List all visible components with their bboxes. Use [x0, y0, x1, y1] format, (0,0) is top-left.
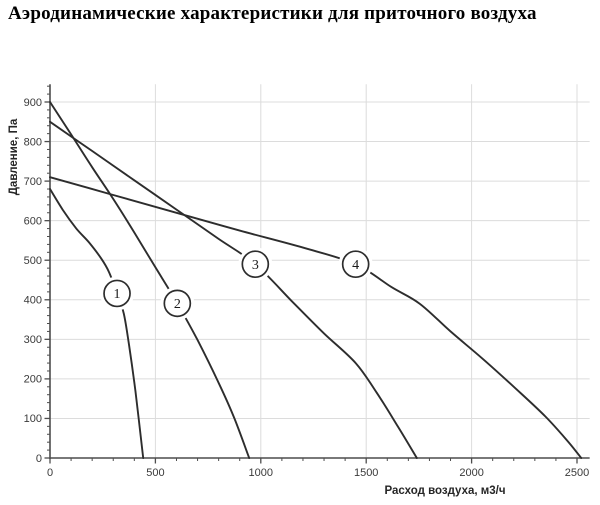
y-tick-label: 200	[24, 374, 42, 386]
curve-marker-1	[103, 279, 131, 308]
curve-marker-3	[241, 250, 270, 279]
y-tick-label: 500	[24, 255, 42, 267]
curve-marker-label-1: 1	[114, 287, 121, 302]
y-tick-label: 800	[24, 136, 42, 148]
x-tick-label: 0	[47, 467, 53, 479]
curve-3	[49, 120, 418, 459]
y-tick-label: 900	[24, 97, 42, 109]
curve-marker-4	[341, 250, 370, 279]
curve-marker-2	[163, 289, 192, 318]
curve-marker-label-3: 3	[252, 258, 259, 273]
y-axis-title: Давление, Па	[8, 118, 20, 196]
x-tick-label: 1000	[249, 467, 273, 479]
x-tick-label: 1500	[354, 467, 378, 479]
curve-2	[49, 101, 251, 459]
y-tick-label: 600	[24, 215, 42, 227]
y-tick-label: 700	[24, 176, 42, 188]
y-tick-label: 100	[24, 413, 42, 425]
x-tick-label: 2500	[565, 467, 589, 479]
y-tick-label: 400	[24, 295, 42, 307]
y-tick-label: 0	[36, 453, 42, 465]
x-axis-title: Расход воздуха, м3/ч	[384, 485, 506, 497]
x-tick-label: 2000	[459, 467, 483, 479]
curve-1	[49, 188, 145, 459]
x-tick-label: 500	[146, 467, 164, 479]
curve-marker-label-2: 2	[174, 297, 181, 312]
curve-marker-label-4: 4	[352, 258, 359, 273]
page-title: Аэродинамические характеристики для прит…	[8, 3, 537, 24]
curve-4	[49, 176, 583, 459]
y-tick-label: 300	[24, 334, 42, 346]
